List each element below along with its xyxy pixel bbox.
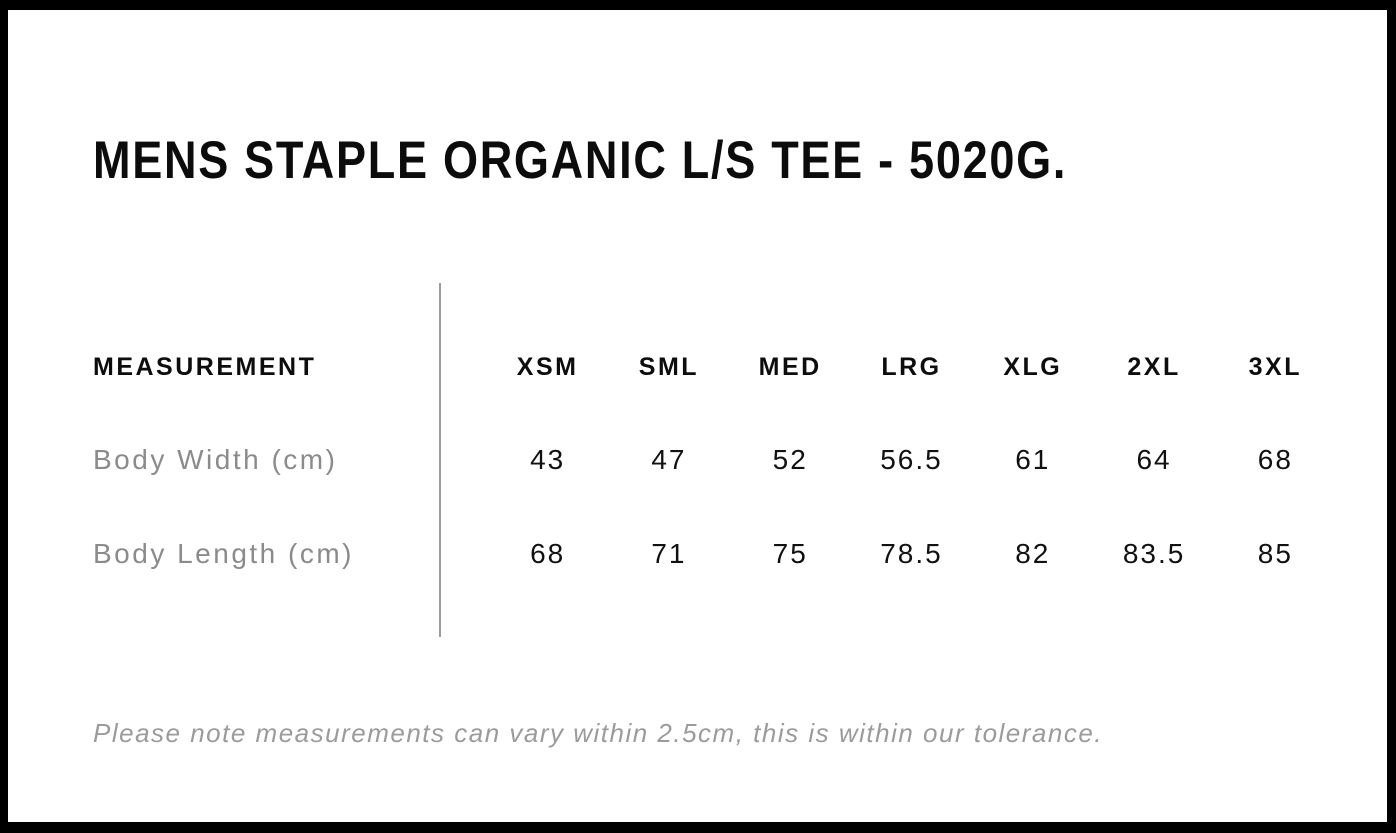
column-header-med: MED [758, 353, 822, 381]
column-header-sml: SML [638, 353, 700, 381]
column-header-lrg: LRG [881, 353, 942, 381]
column-header-3xl: 3XL [1248, 353, 1303, 381]
size-value: 68 [1257, 444, 1293, 475]
column-header-xsm: XSM [516, 353, 579, 381]
size-value: 83.5 [1122, 538, 1186, 569]
table-row-body-width: Body Width (cm) 43 47 52 56.5 61 64 68 [93, 444, 1336, 476]
size-chart-header-row: MEASUREMENT XSM SML MED LRG XLG 2XL 3XL [93, 352, 1336, 382]
size-value: 64 [1136, 444, 1172, 475]
size-value: 56.5 [880, 444, 943, 475]
table-divider-line [439, 283, 441, 637]
size-value: 61 [1015, 444, 1051, 475]
size-value: 43 [530, 444, 566, 475]
size-value: 52 [772, 444, 808, 475]
column-header-2xl: 2XL [1127, 353, 1181, 381]
size-value: 71 [651, 538, 687, 569]
column-header-measurement: MEASUREMENT [93, 353, 317, 381]
size-value: 85 [1257, 538, 1293, 569]
size-value: 82 [1015, 538, 1051, 569]
size-value: 75 [772, 538, 808, 569]
table-row-body-length: Body Length (cm) 68 71 75 78.5 82 83.5 8… [93, 538, 1336, 570]
size-value: 78.5 [880, 538, 943, 569]
size-value: 68 [530, 538, 566, 569]
row-label: Body Length (cm) [93, 538, 354, 569]
tolerance-note: Please note measurements can vary within… [93, 718, 1104, 748]
size-value: 47 [651, 444, 687, 475]
product-title: MENS STAPLE ORGANIC L/S TEE - 5020G. [93, 130, 1068, 190]
column-header-xlg: XLG [1003, 353, 1063, 381]
row-label: Body Width (cm) [93, 444, 338, 475]
